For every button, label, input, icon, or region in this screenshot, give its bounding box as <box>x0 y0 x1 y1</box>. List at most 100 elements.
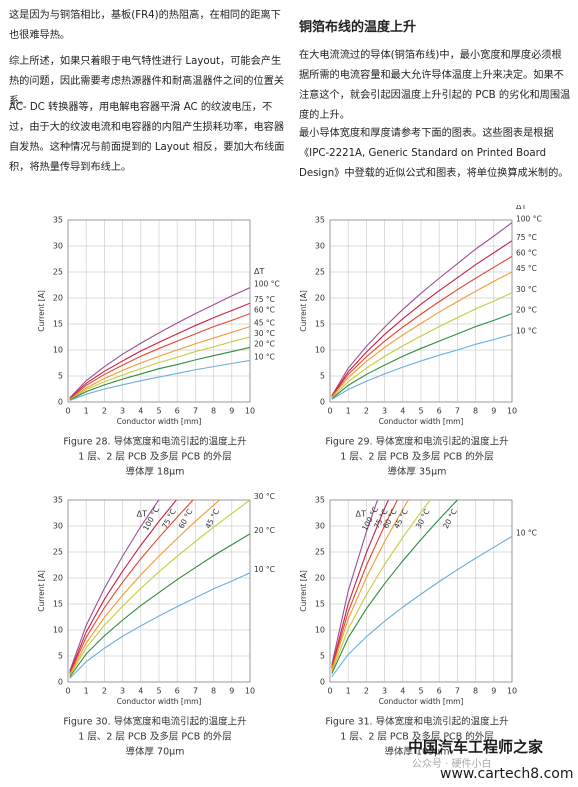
series-line <box>69 500 160 672</box>
x-tick-label: 6 <box>175 687 180 696</box>
legend-title: ΔT <box>356 510 366 519</box>
x-tick-label: 1 <box>346 407 351 416</box>
y-tick-label: 5 <box>320 652 325 661</box>
series-line <box>331 535 512 678</box>
legend-label: 20 °C <box>516 306 537 315</box>
legend-label: 45 °C <box>254 319 275 328</box>
legend-title: ΔT <box>254 267 264 276</box>
chart: 0 5 10 15 20 25 30 35 0 1 2 3 4 5 6 7 8 9 10 Conductor widt… <box>37 492 275 758</box>
y-tick-label: 30 <box>315 242 325 251</box>
plot-frame <box>329 219 513 403</box>
legend-label: 30 °C <box>254 329 275 338</box>
x-tick-label: 3 <box>382 407 387 416</box>
y-tick-label: 5 <box>58 372 63 381</box>
x-tick-label: 6 <box>437 407 442 416</box>
series-line <box>331 222 512 397</box>
y-tick-label: 25 <box>53 268 63 277</box>
y-tick-label: 15 <box>53 320 63 329</box>
x-tick-label: 2 <box>102 407 107 416</box>
x-tick-label: 10 <box>507 687 517 696</box>
series-line <box>69 359 250 401</box>
series-line <box>69 336 250 401</box>
x-tick-label: 4 <box>400 687 405 696</box>
x-tick-label: 4 <box>400 407 405 416</box>
legend-label: 10 °C <box>516 326 537 335</box>
x-tick-label: 8 <box>473 687 478 696</box>
series-line <box>331 313 512 400</box>
paragraph: AC- DC 转换器等，用电解电容器平滑 AC 的纹波电压，不过，由于大的纹波电… <box>9 102 285 173</box>
series-line <box>69 500 194 674</box>
series-line <box>331 240 512 397</box>
legend-label: 45 °C <box>203 507 221 530</box>
x-tick-label: 5 <box>156 687 161 696</box>
series-line <box>331 333 512 400</box>
lines <box>69 500 250 679</box>
y-tick-label: 10 <box>53 626 63 635</box>
x-tick-label: 8 <box>211 687 216 696</box>
chart: 0 5 10 15 20 25 30 35 0 1 2 3 4 5 6 7 8 9 10 Conductor widt… <box>299 205 542 478</box>
x-tick-label: 5 <box>156 407 161 416</box>
caption: 1 层、2 层 PCB 及多层 PCB 的外层 <box>78 731 231 743</box>
x-tick-label: 10 <box>245 407 255 416</box>
plot-frame <box>329 499 513 683</box>
series-line <box>331 255 512 398</box>
watermark: 公众号 · 硬件小白 <box>412 759 492 770</box>
x-tick-label: 9 <box>491 407 496 416</box>
x-axis-title: Conductor width [mm] <box>379 417 464 426</box>
caption: 1 层、2 层 PCB 及多层 PCB 的外层 <box>340 731 493 743</box>
paragraph: 在大电流流过的导体(铜箔布线)中，最小宽度和厚度必须根据所需的电流容量和最大允许… <box>299 50 571 121</box>
series-line <box>69 500 221 675</box>
legend-label: 100 °C <box>254 280 280 289</box>
x-tick-label: 6 <box>437 687 442 696</box>
x-tick-label: 7 <box>193 687 198 696</box>
y-tick-label: 25 <box>315 548 325 557</box>
x-tick-label: 2 <box>364 687 369 696</box>
series-line <box>69 287 250 399</box>
watermark: www.cartech8.com <box>440 766 574 782</box>
caption: Figure 31. 导体宽度和电流引起的温度上升 <box>325 716 509 728</box>
lines <box>331 222 512 400</box>
x-tick-label: 1 <box>84 407 89 416</box>
y-axis-title: Current [A] <box>37 290 46 332</box>
caption: 導体厚 105µm <box>385 746 450 758</box>
series-line <box>69 500 250 677</box>
lines <box>331 500 512 678</box>
series-line <box>69 326 250 400</box>
y-tick-label: 30 <box>53 242 63 251</box>
y-tick-label: 10 <box>315 626 325 635</box>
y-tick-label: 15 <box>315 600 325 609</box>
y-axis-title: Current [A] <box>299 570 308 612</box>
x-tick-label: 7 <box>455 687 460 696</box>
legend-label: 60 °C <box>516 248 537 257</box>
y-tick-label: 35 <box>53 216 63 225</box>
chart: 0 5 10 15 20 25 30 35 0 1 2 3 4 5 6 7 8 9 10 Conductor widt… <box>299 496 537 758</box>
series-line <box>69 313 250 400</box>
legend-label: 75 °C <box>254 295 275 304</box>
legend-label: 100 °C <box>516 215 542 224</box>
x-tick-label: 9 <box>491 687 496 696</box>
x-tick-label: 6 <box>175 407 180 416</box>
y-tick-label: 10 <box>53 346 63 355</box>
legend-title: ΔT <box>137 510 147 519</box>
y-tick-label: 30 <box>53 522 63 531</box>
x-tick-label: 5 <box>418 407 423 416</box>
y-tick-label: 25 <box>315 268 325 277</box>
y-tick-label: 25 <box>53 548 63 557</box>
y-tick-label: 20 <box>53 574 63 583</box>
chart: 0 5 10 15 20 25 30 35 0 1 2 3 4 5 6 7 8 9 10 Conductor widt… <box>37 216 280 478</box>
series-line <box>69 302 250 399</box>
paragraph: 综上所述，如果只着眼于电气特性进行 Layout，可能会产生热的问题，因此需要考… <box>9 56 285 107</box>
y-tick-label: 5 <box>320 372 325 381</box>
legend-label: 60 °C <box>177 507 195 530</box>
legend-label: 30 °C <box>254 492 275 501</box>
y-axis-title: Current [A] <box>299 290 308 332</box>
x-tick-label: 8 <box>211 407 216 416</box>
legend-label: 20 °C <box>254 339 275 348</box>
x-tick-label: 1 <box>84 687 89 696</box>
x-tick-label: 9 <box>229 407 234 416</box>
x-tick-label: 3 <box>120 407 125 416</box>
legend-label: 20 °C <box>254 526 275 535</box>
legend-label: 45 °C <box>516 264 537 273</box>
legend-title: ΔT <box>516 205 526 211</box>
series-line <box>69 572 250 679</box>
